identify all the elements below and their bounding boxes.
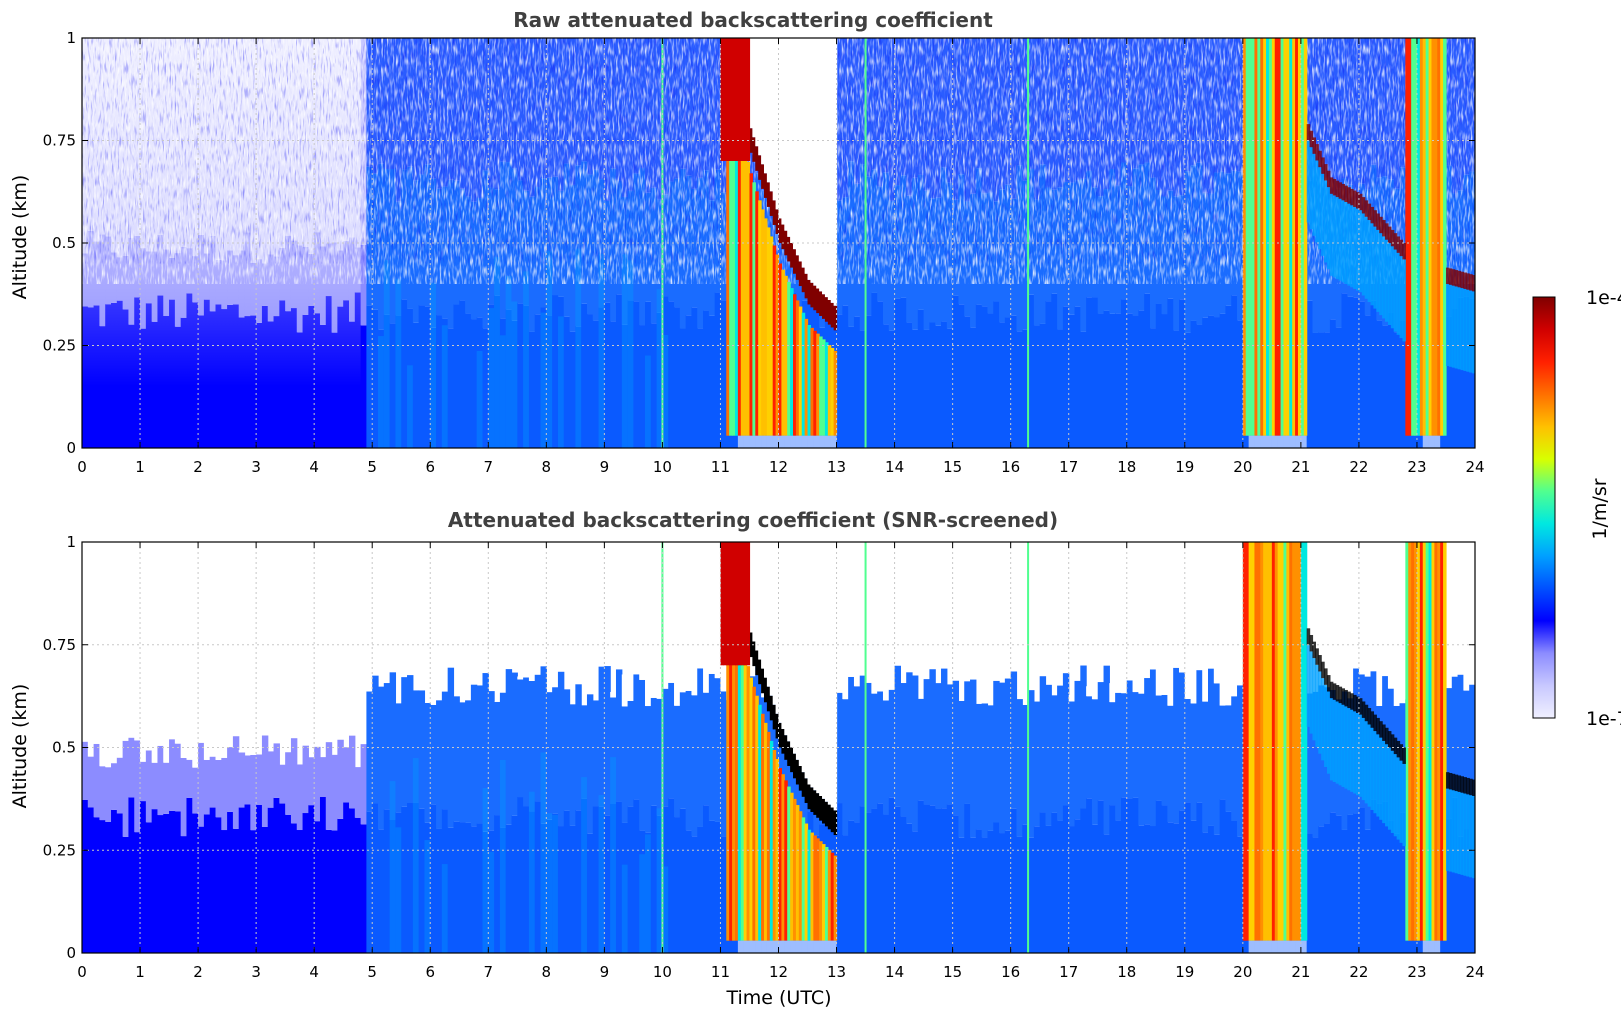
colorbar-scale <box>1532 296 1556 719</box>
x-tick-label: 21 <box>1291 963 1310 981</box>
y-tick-label: 0.25 <box>43 841 76 859</box>
x-tick-label: 23 <box>1407 963 1426 981</box>
x-tick-label: 1 <box>135 963 145 981</box>
y-tick-label: 0.75 <box>43 132 76 150</box>
x-tick-label: 15 <box>943 458 962 476</box>
x-tick-label: 21 <box>1291 458 1310 476</box>
x-tick-label: 7 <box>484 458 494 476</box>
x-tick-label: 24 <box>1465 458 1484 476</box>
y-tick-label: 0.5 <box>52 739 76 757</box>
x-axis-label: Time (UTC) <box>725 987 831 1009</box>
x-tick-label: 0 <box>77 458 87 476</box>
colorbar-unit-label: 1/m/sr <box>1589 478 1611 539</box>
x-tick-label: 6 <box>425 963 435 981</box>
x-tick-label: 7 <box>484 963 494 981</box>
x-tick-label: 19 <box>1175 963 1194 981</box>
x-tick-label: 4 <box>309 963 319 981</box>
top-panel-y-axis-label: Altitude (km) <box>9 175 31 300</box>
x-tick-label: 16 <box>1001 458 1020 476</box>
x-tick-label: 11 <box>711 963 730 981</box>
x-tick-label: 16 <box>1001 963 1020 981</box>
x-tick-label: 19 <box>1175 458 1194 476</box>
grid-1 <box>82 542 1475 953</box>
colorbar-min-label: 1e-7 <box>1586 708 1621 730</box>
top-panel-title: Raw attenuated backscattering coefficien… <box>513 8 993 32</box>
x-tick-label: 10 <box>653 458 672 476</box>
x-tick-label: 15 <box>943 963 962 981</box>
x-tick-label: 6 <box>425 458 435 476</box>
y-tick-label: 0 <box>66 944 76 962</box>
x-tick-label: 24 <box>1465 963 1484 981</box>
x-tick-label: 3 <box>251 963 261 981</box>
colorbar: 1e-4 1e-7 1/m/sr <box>1532 287 1621 730</box>
bottom-panel-plot-area: 0 1 2 3 4 5 6 7 8 9 10 11 12 13 14 15 16 17 18 19 20 21 22 23 24… <box>43 533 1485 981</box>
x-tick-label: 17 <box>1059 963 1078 981</box>
x-tick-label: 12 <box>769 963 788 981</box>
x-tick-label: 4 <box>309 458 319 476</box>
x-tick-label: 5 <box>367 963 377 981</box>
x-tick-label: 9 <box>600 963 610 981</box>
y-tick-label: 1 <box>66 533 76 551</box>
x-tick-label: 10 <box>653 963 672 981</box>
x-tick-label: 18 <box>1117 963 1136 981</box>
y-tick-label: 0.5 <box>52 234 76 252</box>
grid-0 <box>82 38 1475 448</box>
x-tick-label: 8 <box>542 963 552 981</box>
x-tick-label: 11 <box>711 458 730 476</box>
y-tick-label: 1 <box>66 29 76 47</box>
x-tick-label: 2 <box>193 458 203 476</box>
x-tick-label: 13 <box>827 963 846 981</box>
x-tick-label: 22 <box>1349 963 1368 981</box>
x-tick-label: 2 <box>193 963 203 981</box>
y-tick-label: 0.75 <box>43 636 76 654</box>
x-tick-label: 20 <box>1233 963 1252 981</box>
bottom-panel-y-axis-label: Altitude (km) <box>9 684 31 809</box>
x-tick-label: 9 <box>600 458 610 476</box>
x-tick-label: 0 <box>77 963 87 981</box>
x-tick-label: 3 <box>251 458 261 476</box>
x-tick-label: 17 <box>1059 458 1078 476</box>
x-tick-label: 12 <box>769 458 788 476</box>
x-tick-label: 18 <box>1117 458 1136 476</box>
y-tick-label: 0.25 <box>43 337 76 355</box>
x-tick-label: 20 <box>1233 458 1252 476</box>
bottom-panel-title: Attenuated backscattering coefficient (S… <box>448 508 1058 532</box>
top-panel-plot-area: 0 1 2 3 4 5 6 7 8 9 10 11 12 13 14 15 16 17 18 19 20 21 22 23 24… <box>43 29 1485 476</box>
x-tick-label: 13 <box>827 458 846 476</box>
x-tick-label: 8 <box>542 458 552 476</box>
x-tick-label: 14 <box>885 458 904 476</box>
colorbar-max-label: 1e-4 <box>1586 287 1621 309</box>
x-tick-label: 1 <box>135 458 145 476</box>
x-tick-label: 22 <box>1349 458 1368 476</box>
y-tick-label: 0 <box>66 439 76 457</box>
x-tick-label: 5 <box>367 458 377 476</box>
x-tick-label: 14 <box>885 963 904 981</box>
x-tick-label: 23 <box>1407 458 1426 476</box>
